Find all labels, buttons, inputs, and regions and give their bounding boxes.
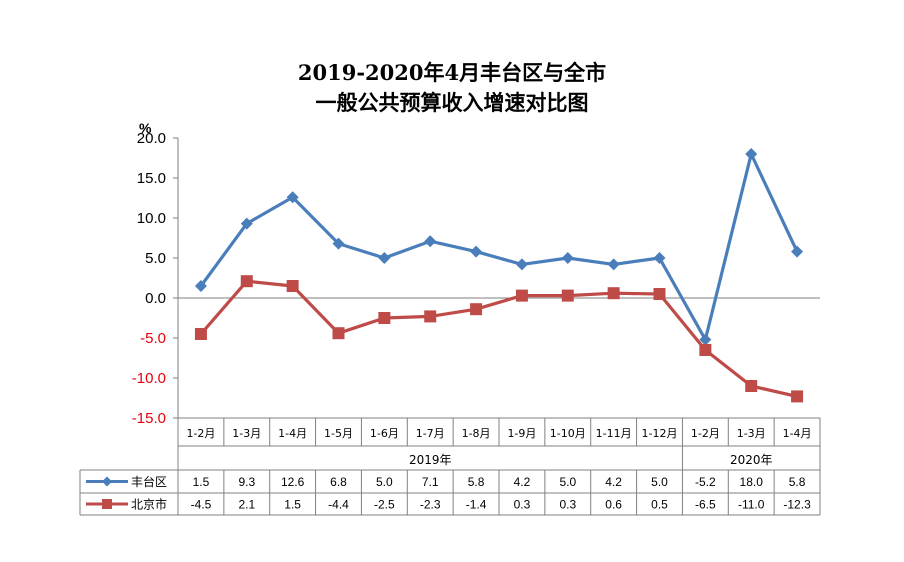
data-cell: 6.8 bbox=[330, 475, 347, 489]
x-tick-label: 1-2月 bbox=[186, 427, 215, 440]
series-point-1 bbox=[378, 252, 391, 264]
data-cell: 12.6 bbox=[281, 475, 305, 489]
series-line-1 bbox=[199, 152, 799, 342]
data-cell: -4.5 bbox=[191, 498, 212, 512]
x-tick-label: 1-3月 bbox=[232, 427, 261, 440]
x-tick-label: 1-2月 bbox=[691, 427, 720, 440]
data-cell: 0.3 bbox=[514, 498, 531, 512]
series-point-1 bbox=[240, 217, 253, 230]
series-point-2 bbox=[470, 303, 483, 316]
x-tick-label: 1-4月 bbox=[278, 427, 307, 440]
x-tick-label: 1-11月 bbox=[596, 427, 632, 440]
series-point-1 bbox=[332, 237, 345, 250]
x-tick-label: 1-7月 bbox=[416, 427, 445, 440]
x-group-label: 2020年 bbox=[730, 453, 773, 467]
x-group-label: 2019年 bbox=[409, 453, 452, 467]
data-cell: -2.3 bbox=[420, 498, 441, 512]
series-point-2 bbox=[607, 287, 620, 300]
series-point-1 bbox=[424, 235, 437, 248]
y-tick-label: 5.0 bbox=[145, 250, 166, 267]
series-point-2 bbox=[653, 288, 666, 300]
data-cell: 7.1 bbox=[422, 475, 439, 489]
legend-marker-2 bbox=[102, 499, 112, 509]
series-point-1 bbox=[745, 148, 758, 160]
data-cell: 9.3 bbox=[238, 475, 255, 489]
data-cell: -2.5 bbox=[374, 498, 395, 512]
data-cell: -5.2 bbox=[695, 475, 716, 489]
x-tick-label: 1-10月 bbox=[550, 427, 586, 440]
legend-label-1: 丰台区 bbox=[131, 474, 167, 489]
data-cell: 4.2 bbox=[605, 475, 622, 489]
data-cell: 5.0 bbox=[651, 475, 668, 489]
y-tick-label: 10.0 bbox=[137, 210, 166, 227]
data-cell: -11.0 bbox=[738, 498, 765, 512]
series-point-1 bbox=[515, 258, 528, 271]
series-point-2 bbox=[745, 380, 758, 392]
data-cell: 0.3 bbox=[559, 498, 576, 512]
series-point-1 bbox=[286, 191, 299, 204]
data-cell: -12.3 bbox=[783, 498, 811, 512]
y-axis-label: % bbox=[139, 120, 152, 136]
data-cell: -4.4 bbox=[328, 498, 349, 512]
series-point-2 bbox=[424, 310, 437, 323]
data-cell: 0.5 bbox=[651, 498, 668, 512]
series-point-2 bbox=[378, 312, 391, 324]
data-cell: 5.8 bbox=[468, 475, 485, 489]
data-cell: 2.1 bbox=[238, 498, 255, 512]
chart-title-line2: 一般公共预算收入增速对比图 bbox=[316, 90, 589, 115]
data-cell: 5.0 bbox=[559, 475, 576, 489]
chart-title-line1: 2019-2020年4月丰台区与全市 bbox=[298, 60, 606, 85]
series-point-1 bbox=[699, 333, 712, 346]
y-tick-label: 15.0 bbox=[137, 170, 166, 187]
series-point-1 bbox=[561, 252, 574, 264]
series-point-2 bbox=[286, 280, 299, 292]
series-point-2 bbox=[240, 275, 253, 288]
series-line-2 bbox=[199, 279, 798, 398]
data-cell: 18.0 bbox=[740, 475, 764, 489]
series-point-1 bbox=[607, 258, 620, 271]
x-tick-label: 1-3月 bbox=[737, 427, 766, 440]
x-tick-label: 1-8月 bbox=[462, 427, 491, 440]
y-tick-label: -10.0 bbox=[132, 370, 166, 387]
data-cell: -6.5 bbox=[695, 498, 716, 512]
series-point-2 bbox=[561, 289, 574, 302]
x-tick-label: 1-5月 bbox=[324, 427, 353, 440]
series-point-1 bbox=[470, 245, 483, 258]
series-point-2 bbox=[699, 344, 712, 356]
data-cell: 0.6 bbox=[605, 498, 622, 512]
data-cell: 5.0 bbox=[376, 475, 393, 489]
series-point-2 bbox=[791, 390, 804, 403]
data-cell: -1.4 bbox=[466, 498, 487, 512]
data-cell: 4.2 bbox=[514, 475, 531, 489]
data-cell: 1.5 bbox=[284, 498, 301, 512]
data-cell: 5.8 bbox=[789, 475, 806, 489]
y-tick-label: 0.0 bbox=[145, 290, 166, 307]
series-point-1 bbox=[194, 280, 207, 292]
y-tick-label: -5.0 bbox=[140, 330, 166, 347]
y-tick-label: -15.0 bbox=[132, 410, 166, 427]
x-tick-label: 1-12月 bbox=[642, 427, 678, 440]
plot-area: 20.0 15.0 10.0 5.0 0.0 -5.0 -10.0 -15.0 1-2月 1-3月… bbox=[79, 130, 821, 516]
series-point-1 bbox=[653, 252, 666, 264]
x-tick-label: 1-4月 bbox=[783, 427, 812, 440]
legend-marker-1 bbox=[102, 476, 112, 487]
series-point-2 bbox=[194, 328, 207, 340]
legend-label-2: 北京市 bbox=[131, 497, 167, 512]
series-point-2 bbox=[515, 289, 528, 302]
x-tick-label: 1-9月 bbox=[507, 427, 536, 440]
data-cell: 1.5 bbox=[193, 475, 210, 489]
x-tick-label: 1-6月 bbox=[370, 427, 399, 440]
y-tick-label: 20.0 bbox=[137, 130, 166, 147]
series-point-1 bbox=[791, 245, 804, 258]
series-point-2 bbox=[332, 327, 345, 340]
